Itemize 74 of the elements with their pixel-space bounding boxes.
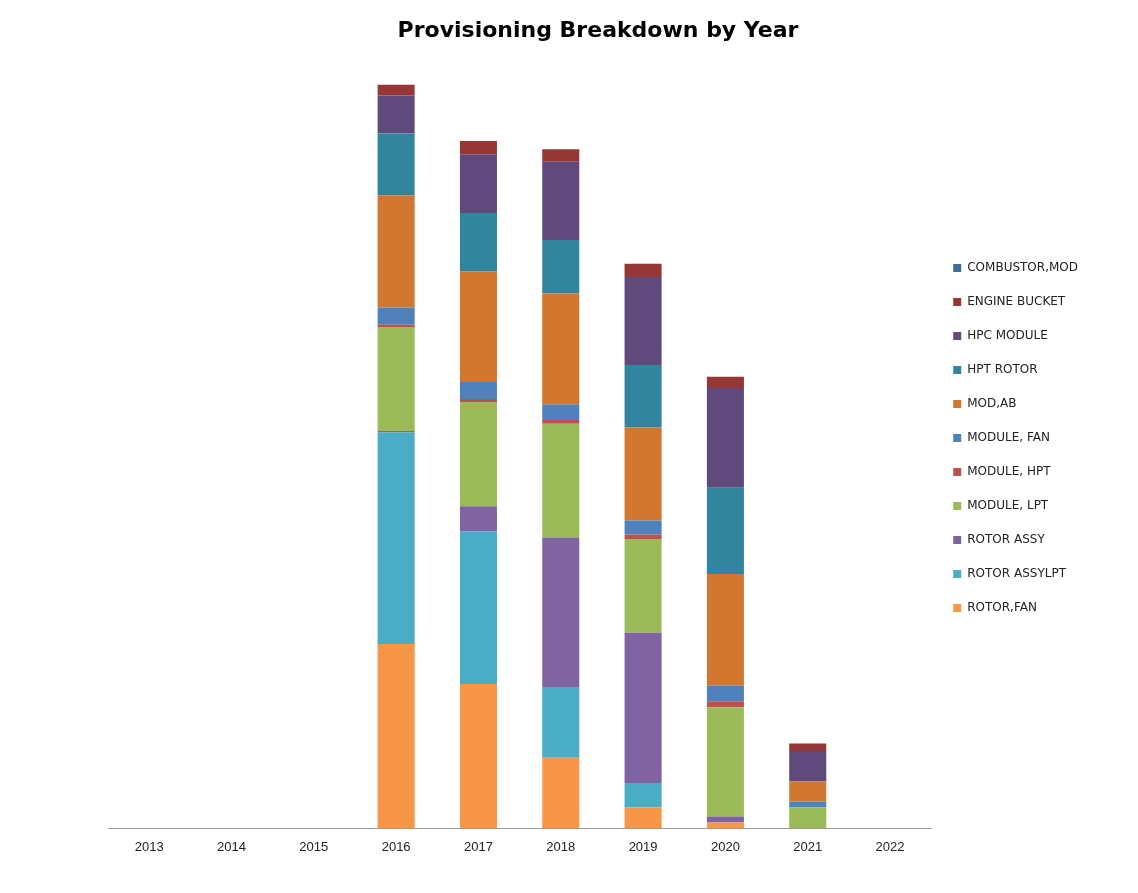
bar: [459, 271, 497, 382]
bar: [624, 783, 662, 808]
bar: [624, 807, 662, 829]
bar: [706, 376, 744, 388]
bar: [459, 531, 497, 685]
legend-label: ROTOR,FAN: [967, 600, 1037, 615]
bar: [542, 423, 580, 538]
bar: [542, 419, 580, 424]
bar: [542, 149, 580, 162]
x-tick-label: 2022: [875, 838, 905, 854]
bar: [542, 757, 580, 829]
bar: [542, 161, 580, 240]
legend-label: MODULE, FAN: [967, 430, 1050, 445]
legend-label: ROTOR ASSY: [967, 532, 1046, 547]
x-tick-label: 2019: [628, 838, 658, 854]
legend-label: MOD,AB: [967, 396, 1017, 411]
bar: [624, 263, 662, 278]
bar: [459, 506, 497, 532]
bar: [377, 643, 415, 829]
legend-label: ENGINE BUCKET: [967, 294, 1066, 309]
x-tick-label: 2014: [217, 838, 246, 854]
chart-title: Provisioning Breakdown by Year: [397, 16, 799, 42]
bar: [542, 239, 580, 294]
legend-label: MODULE, HPT: [967, 464, 1052, 479]
bar: [459, 402, 497, 507]
bar: [706, 387, 744, 488]
bar: [706, 685, 744, 702]
legend-label: ROTOR ASSYLPT: [967, 566, 1067, 581]
legend-label: COMBUSTOR,MOD: [967, 260, 1078, 275]
legend-label: HPC MODULE: [967, 328, 1048, 343]
bar: [377, 326, 415, 432]
bar: [459, 213, 497, 272]
x-tick-label: 2018: [546, 838, 576, 854]
x-tick-label: 2016: [381, 838, 411, 854]
bar: [377, 133, 415, 196]
bar: [789, 751, 827, 782]
bar: [459, 382, 497, 400]
bar: [624, 534, 662, 539]
bar: [459, 684, 497, 829]
bar: [542, 293, 580, 405]
bar: [377, 195, 415, 308]
legend-label: HPT ROTOR: [967, 362, 1038, 377]
bar: [706, 822, 744, 829]
x-tick-label: 2017: [463, 838, 493, 854]
bar: [706, 707, 744, 817]
x-tick-label: 2015: [299, 838, 329, 854]
bar: [542, 404, 580, 420]
bar: [377, 307, 415, 325]
bar: [624, 538, 662, 633]
bar: [459, 140, 497, 155]
x-tick-label: 2020: [710, 838, 740, 854]
bar: [789, 743, 827, 752]
x-tick-label: 2021: [793, 838, 823, 854]
bar: [542, 537, 580, 688]
bar: [706, 573, 744, 686]
x-tick-label: 2013: [134, 838, 164, 854]
bar: [624, 277, 662, 365]
bar: [624, 632, 662, 784]
bar: [789, 801, 827, 808]
bar: [789, 807, 827, 829]
bar: [624, 364, 662, 428]
legend-label: MODULE, LPT: [967, 498, 1049, 513]
bar: [377, 84, 415, 96]
bar: [377, 432, 415, 644]
bar: [542, 687, 580, 758]
bar: [624, 427, 662, 521]
bar: [377, 95, 415, 134]
bar: [459, 399, 497, 403]
bar: [459, 154, 497, 214]
bar: [789, 781, 827, 802]
bar: [706, 701, 744, 708]
bar: [706, 816, 744, 823]
bar: [624, 520, 662, 535]
bar: [706, 487, 744, 574]
